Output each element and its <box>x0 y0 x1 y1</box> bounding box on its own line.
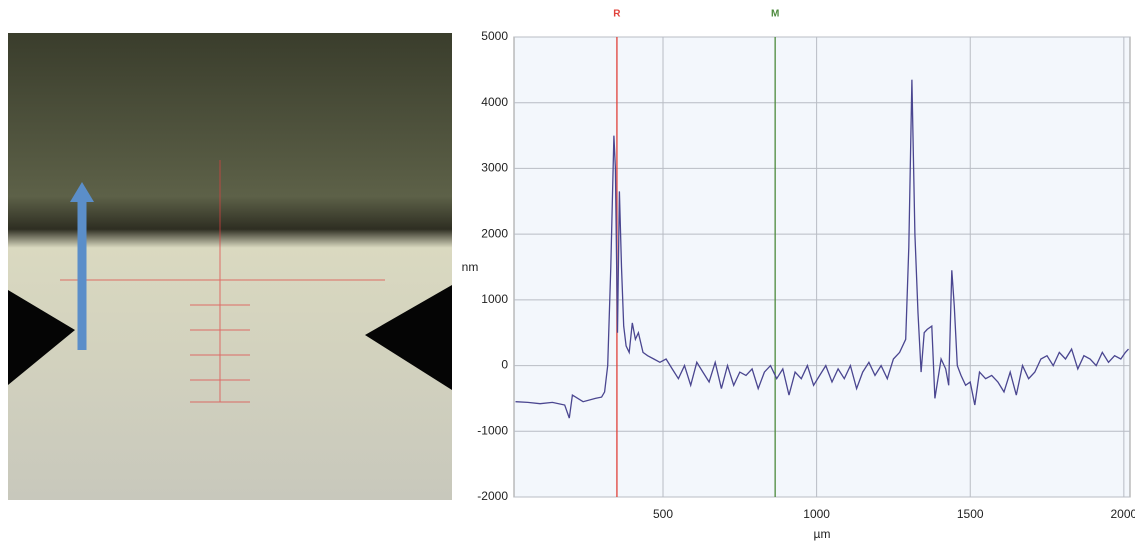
x-tick-label: 500 <box>653 507 673 521</box>
cursor-label: R <box>613 9 621 20</box>
micrograph <box>8 33 452 500</box>
cursor-label: M <box>771 9 779 20</box>
page: nm µm 5000 4000 3000 2000 1000 0 -1000 -2000 500… <box>0 0 1135 544</box>
y-tick-label: 3000 <box>481 161 508 175</box>
y-tick-label: 0 <box>501 358 508 372</box>
x-tick-label: 1000 <box>803 507 830 521</box>
plot-area <box>514 37 1130 497</box>
y-tick-label: -1000 <box>477 423 508 437</box>
y-tick-label: -2000 <box>477 489 508 503</box>
y-tick-label: 5000 <box>481 29 508 43</box>
x-axis-label: µm <box>814 527 831 541</box>
y-tick-label: 2000 <box>481 226 508 240</box>
x-tick-label: 2000 <box>1111 507 1135 521</box>
y-axis-label: nm <box>462 260 479 274</box>
y-tick-label: 4000 <box>481 95 508 109</box>
photo <box>8 33 452 500</box>
x-tick-label: 1500 <box>957 507 984 521</box>
y-tick-label: 1000 <box>481 292 508 306</box>
figure: nm µm 5000 4000 3000 2000 1000 0 -1000 -2000 500… <box>0 0 1135 544</box>
